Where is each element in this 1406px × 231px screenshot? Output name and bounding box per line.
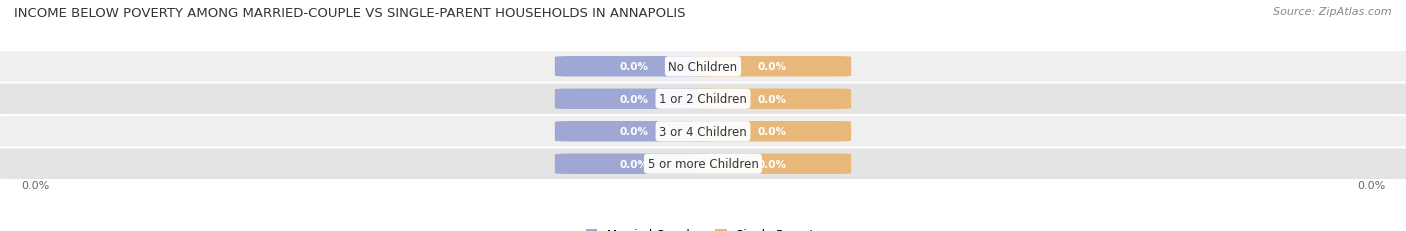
Text: 1 or 2 Children: 1 or 2 Children [659,93,747,106]
Text: 0.0%: 0.0% [758,62,786,72]
Text: 5 or more Children: 5 or more Children [648,158,758,170]
Text: 0.0%: 0.0% [758,127,786,137]
FancyBboxPatch shape [693,122,851,142]
FancyBboxPatch shape [0,84,1406,115]
Text: 0.0%: 0.0% [21,180,49,190]
FancyBboxPatch shape [693,89,851,109]
Text: 0.0%: 0.0% [758,159,786,169]
FancyBboxPatch shape [693,57,851,77]
FancyBboxPatch shape [555,57,713,77]
Text: 0.0%: 0.0% [620,62,648,72]
Text: 0.0%: 0.0% [620,127,648,137]
Text: Source: ZipAtlas.com: Source: ZipAtlas.com [1274,7,1392,17]
FancyBboxPatch shape [693,154,851,174]
FancyBboxPatch shape [555,122,713,142]
Text: 0.0%: 0.0% [1357,180,1385,190]
FancyBboxPatch shape [0,116,1406,147]
FancyBboxPatch shape [0,149,1406,179]
Text: INCOME BELOW POVERTY AMONG MARRIED-COUPLE VS SINGLE-PARENT HOUSEHOLDS IN ANNAPOL: INCOME BELOW POVERTY AMONG MARRIED-COUPL… [14,7,686,20]
Text: No Children: No Children [668,61,738,73]
FancyBboxPatch shape [555,89,713,109]
Text: 0.0%: 0.0% [620,159,648,169]
Text: 3 or 4 Children: 3 or 4 Children [659,125,747,138]
Legend: Married Couples, Single Parents: Married Couples, Single Parents [581,223,825,231]
FancyBboxPatch shape [555,154,713,174]
Text: 0.0%: 0.0% [620,94,648,104]
Text: 0.0%: 0.0% [758,94,786,104]
FancyBboxPatch shape [0,52,1406,82]
